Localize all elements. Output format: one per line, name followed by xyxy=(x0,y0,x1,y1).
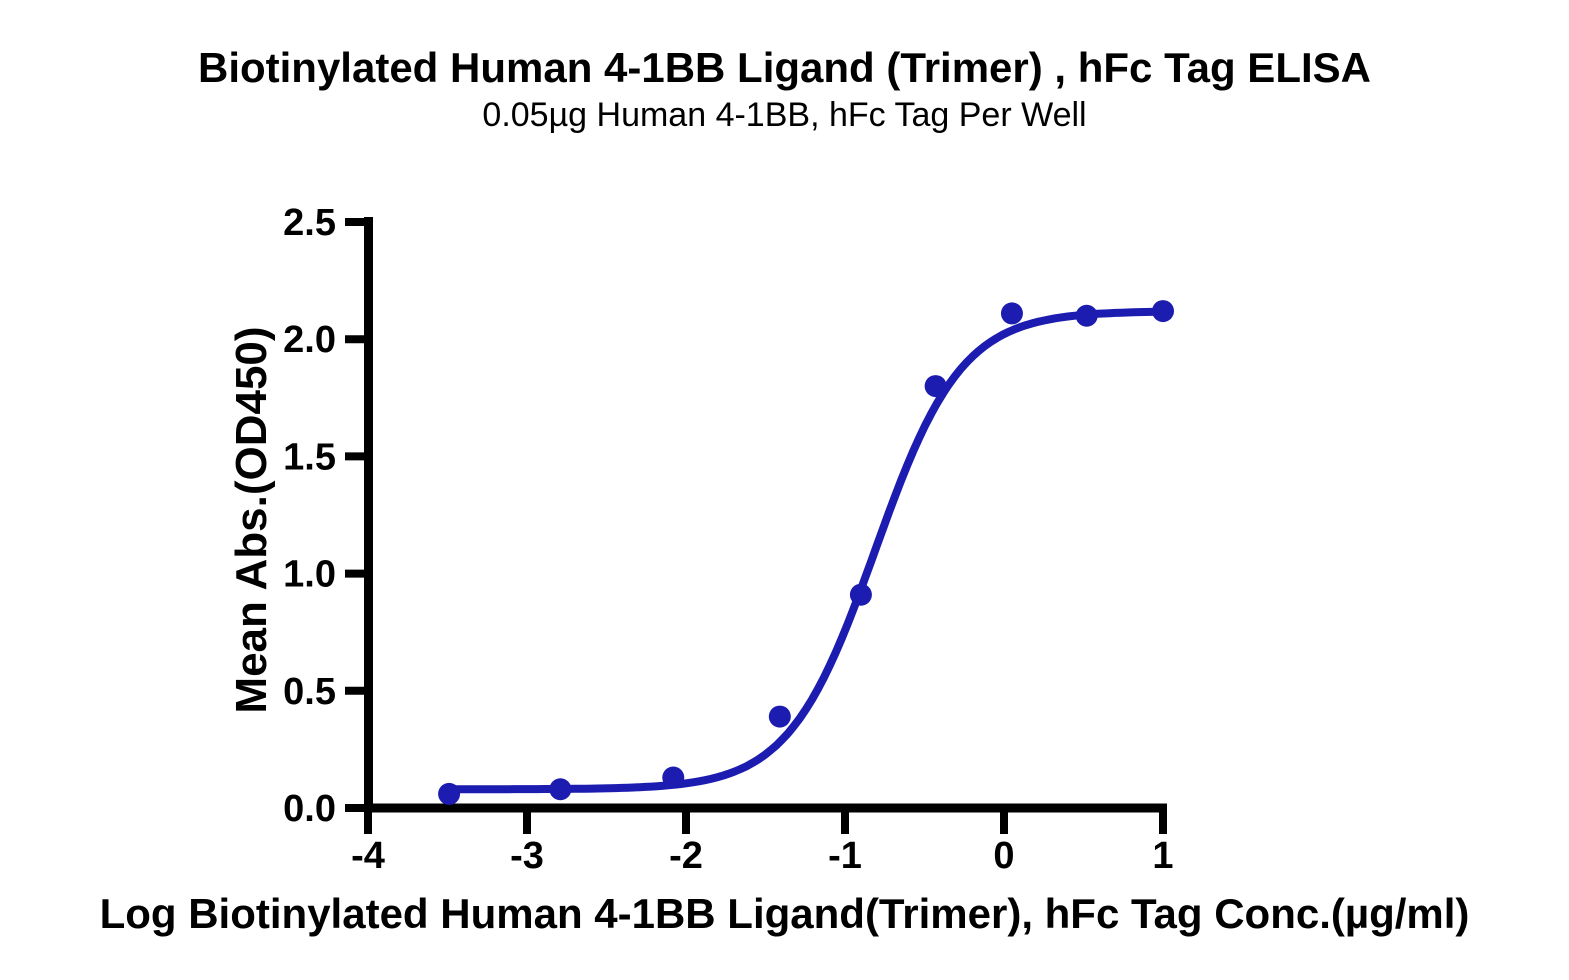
data-point xyxy=(768,705,791,728)
y-tick-label: 1.0 xyxy=(283,554,336,596)
data-point xyxy=(849,583,872,606)
x-tick-label: -2 xyxy=(669,835,703,877)
data-point xyxy=(1000,302,1023,325)
data-point xyxy=(662,766,685,789)
y-tick-label: 0.0 xyxy=(283,788,336,830)
x-tick-label: -3 xyxy=(510,835,544,877)
x-tick-label: 1 xyxy=(1152,835,1173,877)
x-tick-label: -1 xyxy=(828,835,862,877)
data-point xyxy=(924,375,947,398)
x-tick-label: -4 xyxy=(351,835,385,877)
data-point xyxy=(1075,304,1098,327)
data-point xyxy=(549,778,572,801)
fit-curve xyxy=(445,307,1167,794)
x-axis-label: Log Biotinylated Human 4-1BB Ligand(Trim… xyxy=(99,890,1470,937)
x-tick-label: 0 xyxy=(993,835,1014,877)
y-tick-label: 1.5 xyxy=(283,436,336,478)
y-tick-label: 0.5 xyxy=(283,671,336,713)
y-tick-label: 2.5 xyxy=(283,202,336,244)
chart-title: Biotinylated Human 4-1BB Ligand (Trimer)… xyxy=(197,44,1371,91)
y-tick-label: 2.0 xyxy=(283,319,336,361)
data-point xyxy=(438,782,461,805)
data-point xyxy=(1152,300,1174,323)
chart-subtitle: 0.05µg Human 4-1BB, hFc Tag Per Well xyxy=(482,96,1087,134)
